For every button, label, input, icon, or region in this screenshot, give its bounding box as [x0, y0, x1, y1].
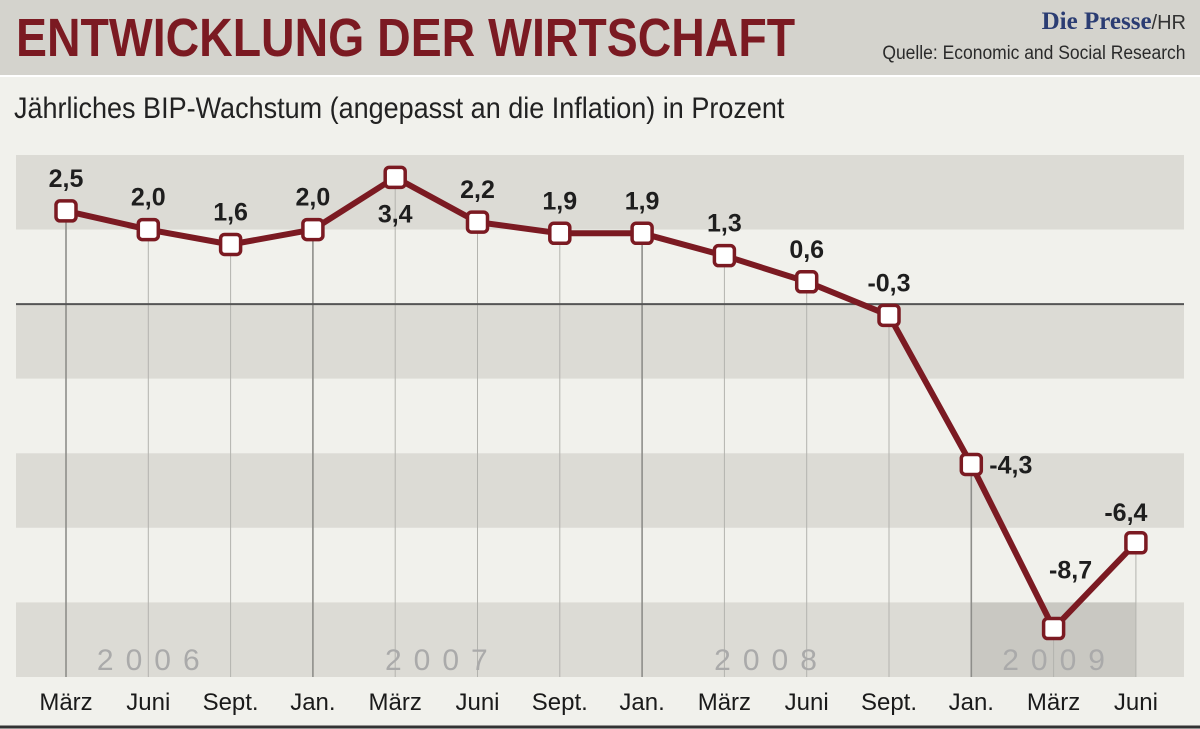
- background-band: [16, 527, 1184, 603]
- x-tick-label: März: [39, 689, 92, 716]
- x-tick-label: Juni: [126, 689, 170, 716]
- series-line-group: [63, 174, 1139, 632]
- header-bar: [0, 0, 1200, 77]
- data-label: 2,5: [49, 165, 84, 193]
- background-band: [16, 229, 1184, 305]
- year-label-2007: 2007: [385, 644, 500, 677]
- data-label: 2,2: [460, 176, 495, 204]
- source-note: Quelle: Economic and Social Research: [882, 43, 1186, 64]
- data-point-marker: [712, 243, 737, 268]
- data-label: 0,6: [789, 236, 824, 264]
- x-tick-label: Sept.: [203, 689, 259, 716]
- brand-logo: Die Presse: [1041, 8, 1152, 35]
- data-point-marker: [465, 210, 490, 234]
- x-tick-label: März: [369, 689, 422, 716]
- x-tick-label: Jan.: [949, 689, 994, 716]
- data-label: 1,9: [542, 187, 577, 215]
- year-label-2008: 2008: [714, 644, 829, 677]
- data-point-marker: [383, 165, 407, 190]
- data-label: 1,9: [625, 187, 660, 215]
- data-point-marker: [136, 217, 161, 242]
- year-label-2006: 2006: [97, 644, 212, 677]
- chart-subtitle: Jährliches BIP-Wachstum (angepasst an di…: [14, 92, 785, 125]
- background-bands: [16, 155, 1184, 677]
- x-tick-label: Sept.: [532, 689, 588, 716]
- brand-separator: /: [1151, 12, 1158, 34]
- data-label: -4,3: [989, 451, 1032, 479]
- data-labels: 2,5 2,0 1,6 2,0 3,4 2,2 1,9 1,9 1,3 0,6 -0,3 -4,3 -8…: [49, 165, 1148, 585]
- x-tick-label: Jan.: [619, 689, 664, 716]
- brand: Die Presse/HR: [1042, 8, 1186, 36]
- background-band: [16, 453, 1184, 528]
- x-tick-label: Jan.: [290, 689, 335, 716]
- data-label: -0,3: [867, 269, 910, 297]
- x-tick-label: März: [698, 689, 751, 716]
- data-label: 2,0: [131, 184, 166, 212]
- background-band: [16, 378, 1184, 454]
- x-tick-label: März: [1027, 689, 1080, 716]
- data-point-marker: [218, 232, 243, 257]
- x-axis-labels: März Juni Sept. Jan. März Juni Sept. Jan. März Ju…: [39, 689, 1158, 716]
- data-label: 2,0: [296, 184, 331, 212]
- x-tick-label: Juni: [1114, 689, 1158, 716]
- x-tick-label: Juni: [785, 689, 829, 716]
- data-point-marker: [794, 270, 819, 294]
- data-point-marker: [877, 303, 901, 328]
- data-label: 1,6: [213, 198, 248, 226]
- year-label-2009: 2009: [1002, 644, 1117, 677]
- brand-suffix: HR: [1157, 12, 1186, 34]
- data-label: 3,4: [378, 200, 413, 228]
- series-line: [63, 174, 1139, 632]
- data-point-marker: [301, 217, 325, 242]
- data-point-marker: [1124, 531, 1148, 555]
- data-point-marker: [1041, 616, 1066, 641]
- x-tick-label: Sept.: [861, 689, 917, 716]
- background-band: [16, 304, 1184, 379]
- data-point-marker: [959, 452, 984, 477]
- data-point-marker: [548, 221, 572, 246]
- data-label: -8,7: [1049, 557, 1092, 585]
- chart-title: ENTWICKLUNG DER WIRTSCHAFT: [16, 8, 796, 68]
- year-labels: 2006 2007 2008 2009: [97, 644, 1117, 677]
- data-markers: [54, 165, 1148, 641]
- data-point-marker: [54, 199, 78, 223]
- x-tick-label: Juni: [455, 689, 499, 716]
- data-label: 1,3: [707, 210, 742, 238]
- background-band: [16, 155, 1184, 230]
- data-label: -6,4: [1104, 499, 1147, 527]
- data-point-marker: [630, 221, 654, 246]
